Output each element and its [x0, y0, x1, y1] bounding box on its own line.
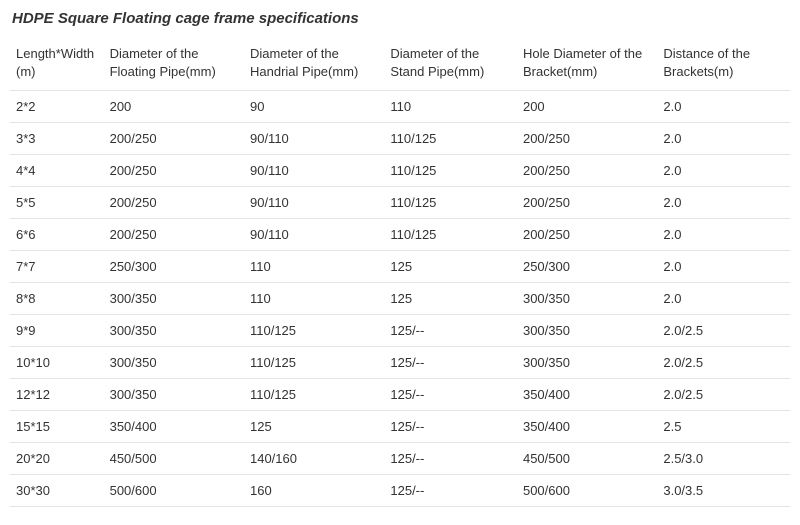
- cell-r5-c3: 125: [384, 251, 517, 283]
- cell-r0-c0: 2*2: [10, 91, 104, 123]
- cell-r6-c1: 300/350: [104, 283, 244, 315]
- cell-r6-c5: 2.0: [657, 283, 790, 315]
- cell-r12-c5: 3.0/3.5: [657, 475, 790, 507]
- cell-r0-c3: 110: [384, 91, 517, 123]
- cell-r11-c0: 20*20: [10, 443, 104, 475]
- cell-r2-c1: 200/250: [104, 155, 244, 187]
- cell-r0-c5: 2.0: [657, 91, 790, 123]
- cell-r4-c5: 2.0: [657, 219, 790, 251]
- spec-table: Length*Width(m)Diameter of the Floating …: [10, 35, 790, 507]
- cell-r10-c1: 350/400: [104, 411, 244, 443]
- table-row: 20*20450/500140/160125/--450/5002.5/3.0: [10, 443, 790, 475]
- table-row: 10*10300/350110/125125/--300/3502.0/2.5: [10, 347, 790, 379]
- cell-r11-c1: 450/500: [104, 443, 244, 475]
- cell-r9-c2: 110/125: [244, 379, 384, 411]
- col-header-3: Diameter of the Stand Pipe(mm): [384, 35, 517, 91]
- cell-r3-c0: 5*5: [10, 187, 104, 219]
- cell-r4-c2: 90/110: [244, 219, 384, 251]
- cell-r6-c3: 125: [384, 283, 517, 315]
- cell-r6-c0: 8*8: [10, 283, 104, 315]
- cell-r8-c4: 300/350: [517, 347, 657, 379]
- table-row: 3*3200/25090/110110/125200/2502.0: [10, 123, 790, 155]
- cell-r11-c2: 140/160: [244, 443, 384, 475]
- cell-r5-c2: 110: [244, 251, 384, 283]
- cell-r2-c0: 4*4: [10, 155, 104, 187]
- cell-r3-c5: 2.0: [657, 187, 790, 219]
- cell-r10-c3: 125/--: [384, 411, 517, 443]
- cell-r3-c3: 110/125: [384, 187, 517, 219]
- col-header-0: Length*Width(m): [10, 35, 104, 91]
- cell-r2-c4: 200/250: [517, 155, 657, 187]
- cell-r5-c0: 7*7: [10, 251, 104, 283]
- table-row: 6*6200/25090/110110/125200/2502.0: [10, 219, 790, 251]
- cell-r11-c4: 450/500: [517, 443, 657, 475]
- cell-r4-c3: 110/125: [384, 219, 517, 251]
- cell-r9-c0: 12*12: [10, 379, 104, 411]
- cell-r10-c0: 15*15: [10, 411, 104, 443]
- cell-r4-c1: 200/250: [104, 219, 244, 251]
- cell-r11-c5: 2.5/3.0: [657, 443, 790, 475]
- table-row: 5*5200/25090/110110/125200/2502.0: [10, 187, 790, 219]
- cell-r10-c5: 2.5: [657, 411, 790, 443]
- cell-r12-c1: 500/600: [104, 475, 244, 507]
- cell-r1-c0: 3*3: [10, 123, 104, 155]
- cell-r9-c4: 350/400: [517, 379, 657, 411]
- cell-r6-c2: 110: [244, 283, 384, 315]
- cell-r8-c3: 125/--: [384, 347, 517, 379]
- cell-r3-c4: 200/250: [517, 187, 657, 219]
- cell-r9-c5: 2.0/2.5: [657, 379, 790, 411]
- cell-r0-c4: 200: [517, 91, 657, 123]
- table-row: 8*8300/350110125300/3502.0: [10, 283, 790, 315]
- cell-r1-c3: 110/125: [384, 123, 517, 155]
- cell-r8-c1: 300/350: [104, 347, 244, 379]
- col-header-4: Hole Diameter of the Bracket(mm): [517, 35, 657, 91]
- cell-r7-c0: 9*9: [10, 315, 104, 347]
- cell-r2-c3: 110/125: [384, 155, 517, 187]
- cell-r1-c4: 200/250: [517, 123, 657, 155]
- table-row: 15*15350/400125125/--350/4002.5: [10, 411, 790, 443]
- cell-r9-c3: 125/--: [384, 379, 517, 411]
- cell-r10-c4: 350/400: [517, 411, 657, 443]
- cell-r5-c5: 2.0: [657, 251, 790, 283]
- cell-r7-c4: 300/350: [517, 315, 657, 347]
- table-row: 9*9300/350110/125125/--300/3502.0/2.5: [10, 315, 790, 347]
- cell-r0-c2: 90: [244, 91, 384, 123]
- col-header-2: Diameter of the Handrial Pipe(mm): [244, 35, 384, 91]
- cell-r2-c2: 90/110: [244, 155, 384, 187]
- cell-r12-c3: 125/--: [384, 475, 517, 507]
- table-title: HDPE Square Floating cage frame specific…: [10, 6, 790, 35]
- cell-r12-c2: 160: [244, 475, 384, 507]
- table-row: 12*12300/350110/125125/--350/4002.0/2.5: [10, 379, 790, 411]
- cell-r7-c5: 2.0/2.5: [657, 315, 790, 347]
- cell-r8-c5: 2.0/2.5: [657, 347, 790, 379]
- cell-r1-c1: 200/250: [104, 123, 244, 155]
- cell-r2-c5: 2.0: [657, 155, 790, 187]
- cell-r0-c1: 200: [104, 91, 244, 123]
- cell-r8-c0: 10*10: [10, 347, 104, 379]
- col-header-5: Distance of the Brackets(m): [657, 35, 790, 91]
- cell-r1-c5: 2.0: [657, 123, 790, 155]
- cell-r12-c4: 500/600: [517, 475, 657, 507]
- cell-r7-c1: 300/350: [104, 315, 244, 347]
- table-row: 4*4200/25090/110110/125200/2502.0: [10, 155, 790, 187]
- cell-r5-c4: 250/300: [517, 251, 657, 283]
- cell-r6-c4: 300/350: [517, 283, 657, 315]
- col-header-1: Diameter of the Floating Pipe(mm): [104, 35, 244, 91]
- cell-r7-c3: 125/--: [384, 315, 517, 347]
- table-row: 30*30500/600160125/--500/6003.0/3.5: [10, 475, 790, 507]
- cell-r10-c2: 125: [244, 411, 384, 443]
- cell-r8-c2: 110/125: [244, 347, 384, 379]
- cell-r12-c0: 30*30: [10, 475, 104, 507]
- cell-r3-c2: 90/110: [244, 187, 384, 219]
- table-row: 7*7250/300110125250/3002.0: [10, 251, 790, 283]
- cell-r11-c3: 125/--: [384, 443, 517, 475]
- cell-r5-c1: 250/300: [104, 251, 244, 283]
- cell-r1-c2: 90/110: [244, 123, 384, 155]
- cell-r4-c4: 200/250: [517, 219, 657, 251]
- cell-r7-c2: 110/125: [244, 315, 384, 347]
- table-row: 2*2200901102002.0: [10, 91, 790, 123]
- cell-r3-c1: 200/250: [104, 187, 244, 219]
- cell-r4-c0: 6*6: [10, 219, 104, 251]
- cell-r9-c1: 300/350: [104, 379, 244, 411]
